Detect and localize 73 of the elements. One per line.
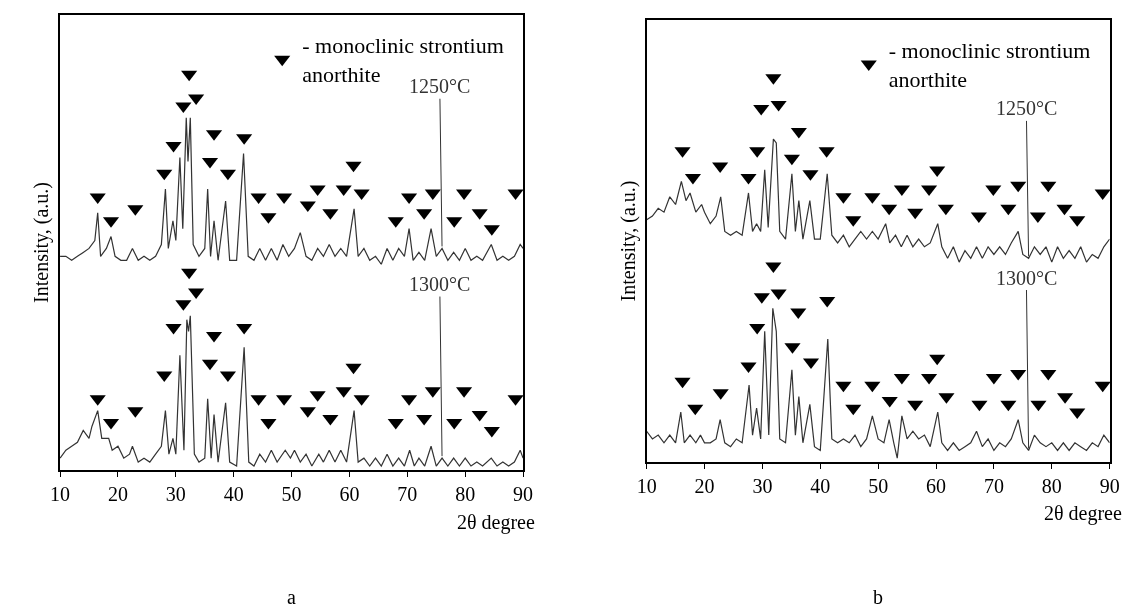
point — [156, 371, 173, 383]
x-tick-label: 30 — [165, 483, 186, 505]
x-tick-label: 20 — [107, 483, 128, 505]
point — [181, 70, 198, 82]
text: a — [287, 586, 296, 608]
point — [181, 268, 198, 280]
point — [985, 185, 1002, 197]
point — [309, 185, 326, 197]
legend-label: - monoclinic strontium anorthite — [888, 38, 1091, 92]
point — [156, 169, 173, 181]
text: 1250°C — [996, 97, 1058, 119]
point — [687, 404, 704, 416]
text: 1300°C — [409, 273, 471, 295]
x-axis-title: 2θ degree — [1044, 502, 1122, 525]
y-axis-title: Intensity, (a.u.) — [616, 180, 640, 302]
point — [1029, 212, 1046, 224]
x-tick-label: 60 — [339, 483, 360, 505]
point — [353, 189, 370, 201]
text: 1300°C — [996, 267, 1058, 289]
x-tick-label: 80 — [455, 483, 476, 505]
point — [1040, 181, 1057, 193]
point — [835, 381, 852, 393]
point — [929, 354, 946, 366]
x-tick-label: 70 — [983, 475, 1004, 497]
point — [970, 212, 987, 224]
x-tick-label: 90 — [1099, 475, 1120, 497]
point — [753, 104, 770, 116]
point — [864, 381, 881, 393]
point — [674, 377, 691, 389]
x-tick-label: 10 — [50, 483, 71, 505]
text: b — [873, 586, 883, 608]
x-tick-label: 20 — [694, 475, 715, 497]
x-tick-label: 90 — [513, 483, 534, 505]
x-tick-label: 80 — [1041, 475, 1062, 497]
point — [985, 373, 1002, 385]
x-tick-label: 50 — [281, 483, 302, 505]
point — [845, 404, 862, 416]
point — [893, 373, 910, 385]
x-tick-label: 50 — [868, 475, 889, 497]
point — [1000, 400, 1017, 412]
point — [937, 204, 954, 216]
point — [345, 161, 362, 173]
point — [424, 189, 441, 201]
point — [749, 323, 766, 335]
x-tick-label: 60 — [926, 475, 947, 497]
x-axis-title: 2θ degree — [457, 511, 535, 534]
point — [790, 308, 807, 320]
point — [907, 400, 924, 412]
point — [783, 154, 800, 166]
x-tick-label: 40 — [223, 483, 244, 505]
point — [1030, 400, 1047, 412]
point — [507, 189, 524, 201]
point — [907, 208, 924, 220]
point — [1069, 408, 1086, 420]
point — [1010, 181, 1027, 193]
point — [712, 162, 729, 174]
point — [790, 127, 807, 139]
x-tick-label: 10 — [636, 475, 657, 497]
x-tick-label: 40 — [810, 475, 831, 497]
x-tick-label: 70 — [397, 483, 418, 505]
point — [345, 363, 362, 375]
point — [1056, 204, 1073, 216]
point — [483, 426, 500, 438]
point — [335, 185, 352, 197]
point — [893, 185, 910, 197]
point — [1094, 381, 1111, 393]
point — [971, 400, 988, 412]
point — [881, 204, 898, 216]
point — [188, 94, 205, 106]
y-axis-title: Intensity, (a.u.) — [30, 182, 54, 303]
point — [1000, 204, 1017, 216]
x-tick-label: 30 — [752, 475, 773, 497]
point — [219, 169, 236, 181]
